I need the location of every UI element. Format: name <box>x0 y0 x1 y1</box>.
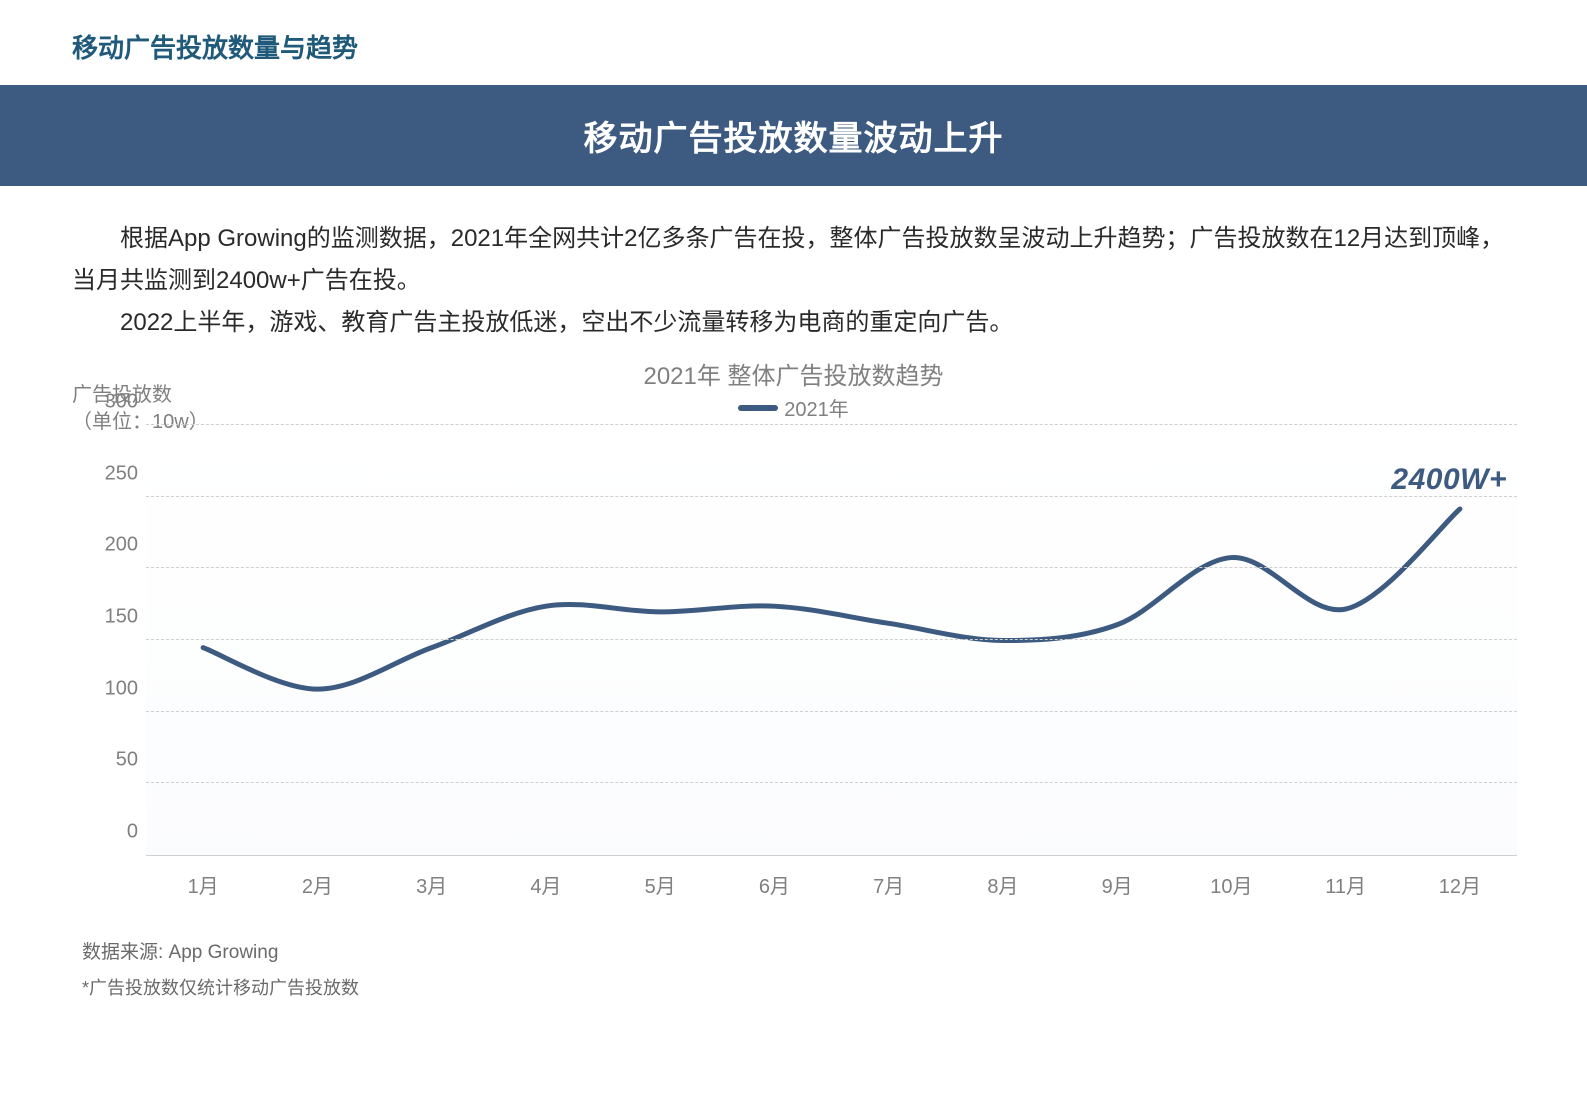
ytick-label: 150 <box>88 606 138 629</box>
xtick-label: 7月 <box>832 870 946 899</box>
legend-label: 2021年 <box>784 393 849 422</box>
xtick-label: 6月 <box>717 870 831 899</box>
ytick-label: 100 <box>88 677 138 700</box>
chart: 2021年 整体广告投放数趋势 广告投放数 （单位：10w） 2021年 240… <box>60 356 1527 899</box>
xtick-label: 2月 <box>260 870 374 899</box>
ytick-label: 200 <box>88 534 138 557</box>
xtick-label: 9月 <box>1060 870 1174 899</box>
xtick-label: 5月 <box>603 870 717 899</box>
paragraph-1: 根据App Growing的监测数据，2021年全网共计2亿多条广告在投，整体广… <box>72 218 1515 302</box>
paragraph-2: 2022上半年，游戏、教育广告主投放低迷，空出不少流量转移为电商的重定向广告。 <box>72 302 1515 344</box>
footer: 数据来源: App Growing *广告投放数仅统计移动广告投放数 <box>0 899 1587 1005</box>
ytick-label: 50 <box>88 749 138 772</box>
xtick-label: 11月 <box>1289 870 1403 899</box>
grid-line <box>146 639 1517 640</box>
line-path <box>146 426 1517 855</box>
grid-line <box>146 711 1517 712</box>
legend-swatch <box>738 405 778 411</box>
legend-item: 2021年 <box>738 393 849 422</box>
section-title: 移动广告投放数量与趋势 <box>72 28 1587 65</box>
plot-area: 2400W+ 050100150200250300 <box>146 426 1517 856</box>
peak-annotation: 2400W+ <box>1391 463 1507 497</box>
xaxis: 1月2月3月4月5月6月7月8月9月10月11月12月 <box>146 870 1517 899</box>
ytick-label: 250 <box>88 462 138 485</box>
xtick-label: 8月 <box>946 870 1060 899</box>
grid-line <box>146 496 1517 497</box>
ytick-label: 300 <box>88 391 138 414</box>
banner: 移动广告投放数量波动上升 <box>0 85 1587 186</box>
xtick-label: 1月 <box>146 870 260 899</box>
xtick-label: 3月 <box>375 870 489 899</box>
grid-line <box>146 424 1517 425</box>
chart-legend: 2021年 <box>60 393 1527 422</box>
grid-line <box>146 567 1517 568</box>
chart-title: 2021年 整体广告投放数趋势 <box>60 356 1527 391</box>
xtick-label: 12月 <box>1403 870 1517 899</box>
xtick-label: 4月 <box>489 870 603 899</box>
banner-title: 移动广告投放数量波动上升 <box>0 111 1587 160</box>
xtick-label: 10月 <box>1174 870 1288 899</box>
ytick-label: 0 <box>88 821 138 844</box>
body-text: 根据App Growing的监测数据，2021年全网共计2亿多条广告在投，整体广… <box>0 186 1587 352</box>
grid-line <box>146 782 1517 783</box>
footnote: *广告投放数仅统计移动广告投放数 <box>82 971 1587 1005</box>
data-source: 数据来源: App Growing <box>82 935 1587 971</box>
